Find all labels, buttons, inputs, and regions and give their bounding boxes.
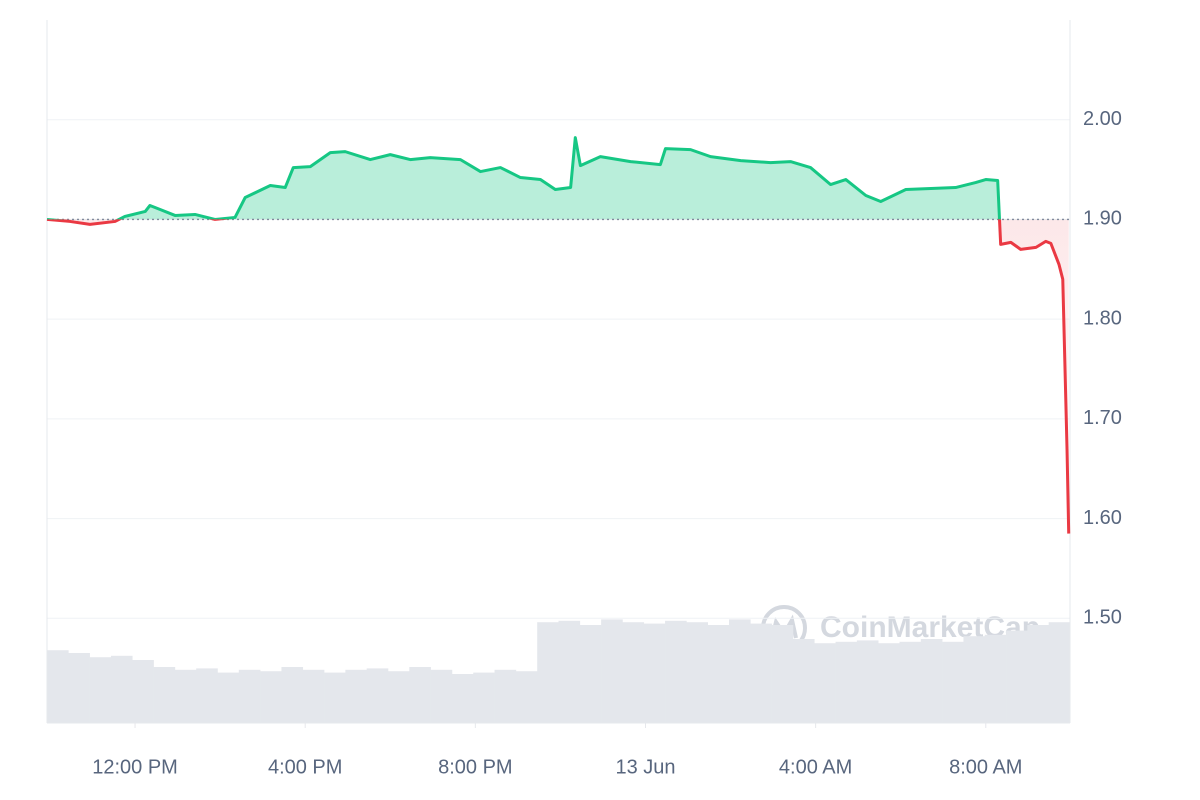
volume-bar (110, 655, 133, 723)
volume-bar (238, 669, 261, 723)
volume-bar (451, 674, 474, 723)
volume-bar (984, 634, 1007, 723)
volume-bar (515, 671, 538, 723)
volume-bar (302, 669, 325, 723)
volume-bar (792, 639, 815, 723)
volume-bar (196, 668, 218, 723)
volume-bar (963, 636, 986, 723)
volume-bar (1048, 622, 1071, 723)
volume-bar (174, 669, 197, 723)
volume-bar (686, 622, 708, 723)
volume-bar (558, 620, 581, 723)
volume-bar (835, 641, 858, 723)
volume-bar (345, 669, 367, 723)
volume-bar (771, 625, 794, 723)
volume-bar (622, 622, 645, 723)
volume-bar (153, 667, 176, 723)
volume-bar (494, 669, 517, 723)
volume-bar (324, 672, 346, 723)
volume-bar (260, 671, 282, 723)
volume-bar (68, 653, 90, 723)
x-tick-label: 4:00 PM (268, 756, 342, 778)
volume-bar (430, 669, 453, 723)
volume-bar (750, 623, 772, 723)
volume-bar (89, 657, 112, 723)
x-tick-label: 8:00 PM (438, 756, 512, 778)
volume-bar (643, 623, 666, 723)
y-tick-label: 1.60 (1083, 507, 1122, 529)
y-tick-label: 1.90 (1083, 208, 1122, 230)
volume-bar (665, 620, 687, 723)
volume-bar (366, 668, 389, 723)
volume-bar (856, 640, 879, 723)
volume-bar (473, 672, 495, 723)
volume-bar (537, 622, 559, 723)
volume-bar (409, 667, 431, 723)
volume-bar (579, 625, 602, 723)
volume-bar (217, 672, 240, 723)
volume-bar (814, 643, 836, 723)
volume-bar (47, 650, 69, 723)
volume-bar (707, 625, 730, 723)
x-tick-label: 13 Jun (615, 756, 675, 778)
x-tick-label: 8:00 AM (949, 756, 1022, 778)
line-up (47, 136, 1002, 220)
volume-bar (1027, 625, 1049, 723)
volume-bar (388, 671, 410, 723)
volume-bar (942, 641, 964, 723)
volume-bar (1006, 630, 1028, 723)
y-tick-label: 1.70 (1083, 407, 1122, 429)
volume-bar (601, 619, 623, 723)
y-tick-label: 1.80 (1083, 307, 1122, 329)
volume-bar (878, 643, 900, 723)
volume-bar (729, 619, 751, 723)
volume-bar (899, 641, 922, 723)
x-tick-label: 12:00 PM (92, 756, 178, 778)
volume-bar (920, 639, 943, 723)
volume-bar (132, 660, 154, 723)
y-tick-label: 1.50 (1083, 607, 1122, 629)
volume-bar (281, 667, 304, 723)
y-tick-label: 2.00 (1083, 108, 1122, 130)
area-up (118, 137, 1000, 220)
x-tick-label: 4:00 AM (779, 756, 852, 778)
